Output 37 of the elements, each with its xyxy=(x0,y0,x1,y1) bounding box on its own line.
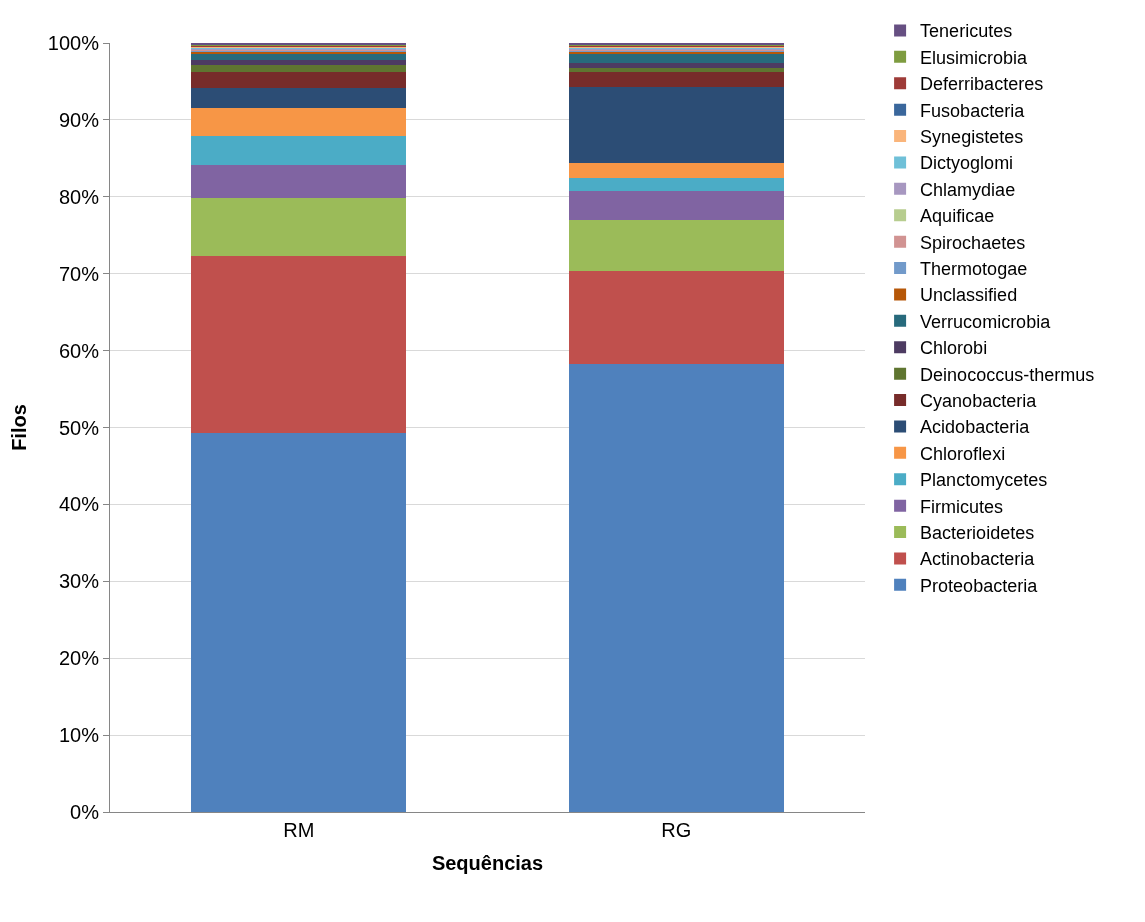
y-tick-label: 100% xyxy=(47,32,100,54)
legend-label: Chlorobi xyxy=(920,338,988,359)
y-axis-title: Filos xyxy=(8,404,31,451)
y-tick-label: 40% xyxy=(58,493,100,516)
legend-label: Chloroflexi xyxy=(920,443,1006,464)
y-tick-label: 70% xyxy=(58,262,100,285)
y-tick-label: 20% xyxy=(58,647,100,670)
legend-label: Elusimicrobia xyxy=(920,47,1029,68)
y-tick-label: 10% xyxy=(58,724,100,747)
y-tick-label: 60% xyxy=(58,339,100,362)
legend-label: Planctomycetes xyxy=(920,470,1048,491)
legend-label: Tenericutes xyxy=(920,21,1013,42)
legend-label: Verrucomicrobia xyxy=(920,311,1052,332)
legend-label: Chlamydiae xyxy=(920,179,1016,200)
legend-label: Bacterioidetes xyxy=(920,523,1035,544)
legend-label: Deinococcus-thermus xyxy=(920,364,1095,385)
y-tick-label: 50% xyxy=(58,416,100,439)
legend-label: Unclassified xyxy=(920,285,1018,306)
legend-label: Cyanobacteria xyxy=(920,391,1038,412)
legend-label: Spirochaetes xyxy=(920,232,1026,253)
x-tick-label: RM xyxy=(283,819,315,841)
legend-label: Actinobacteria xyxy=(920,549,1036,570)
legend-label: Deferribacteres xyxy=(920,74,1044,95)
legend-label: Thermotogae xyxy=(920,259,1028,280)
legend-label: Firmicutes xyxy=(920,496,1004,517)
legend-label: Synegistetes xyxy=(920,127,1024,148)
legend-label: Aquificae xyxy=(920,206,995,227)
legend-label: Fusobacteria xyxy=(920,100,1026,121)
y-tick-label: 80% xyxy=(58,185,100,208)
y-tick-label: 90% xyxy=(58,108,100,131)
legend-label: Acidobacteria xyxy=(920,417,1031,438)
y-tick-label: 0% xyxy=(70,801,100,823)
x-axis-title: Sequências xyxy=(431,851,544,874)
legend-label: Dictyoglomi xyxy=(920,153,1014,174)
legend-label: Proteobacteria xyxy=(920,575,1039,596)
y-tick-label: 30% xyxy=(58,570,100,593)
x-tick-label: RG xyxy=(661,819,692,841)
